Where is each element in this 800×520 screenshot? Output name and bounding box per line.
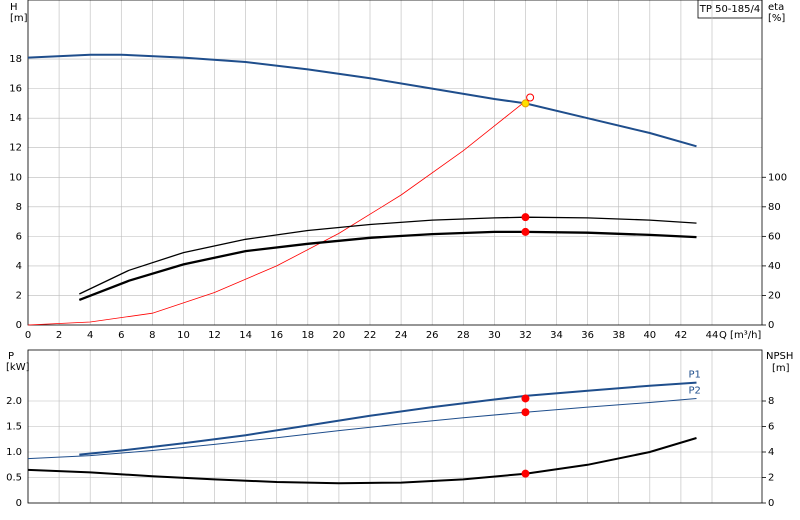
point-marker — [521, 408, 530, 417]
y2-tick-label: 60 — [768, 231, 781, 242]
y-tick-label: 18 — [9, 54, 22, 65]
plot-frame — [27, 349, 763, 504]
x-tick-label: 22 — [364, 330, 377, 341]
y-tick-label: 6 — [16, 231, 22, 242]
x-tick-label: 36 — [581, 330, 594, 341]
series-line — [78, 230, 697, 301]
y-tick-label: 0 — [16, 498, 22, 509]
x-tick-label: 24 — [395, 330, 408, 341]
y-label: H — [10, 2, 18, 13]
series-label: P1 — [688, 370, 700, 381]
y-tick-label: 0.5 — [6, 473, 22, 484]
x-label: Q [m³/h] — [719, 330, 761, 341]
y-tick-label: 14 — [9, 113, 22, 124]
x-tick-label: 0 — [25, 330, 31, 341]
y-tick-label: 2.0 — [6, 396, 22, 407]
x-tick-label: 8 — [149, 330, 155, 341]
series-line — [79, 381, 697, 456]
x-tick-label: 42 — [675, 330, 688, 341]
y2-unit: [m] — [772, 363, 790, 374]
point-marker — [521, 227, 530, 236]
x-tick-label: 10 — [177, 330, 190, 341]
y2-label: NPSH — [766, 351, 793, 362]
y-unit: [kW] — [6, 362, 30, 373]
x-tick-label: 20 — [333, 330, 346, 341]
point-marker — [526, 93, 535, 102]
y2-tick-label: 80 — [768, 202, 781, 213]
y2-tick-label: 20 — [768, 290, 781, 301]
y2-tick-label: 4 — [768, 447, 774, 458]
point-marker — [521, 469, 530, 478]
y2-unit: [%] — [768, 13, 785, 24]
y-tick-label: 2 — [16, 290, 22, 301]
x-tick-label: 28 — [457, 330, 470, 341]
x-tick-label: 12 — [208, 330, 221, 341]
y-tick-label: 16 — [9, 84, 22, 95]
y-tick-label: 8 — [16, 202, 22, 213]
y-tick-label: 1.5 — [6, 422, 22, 433]
y2-tick-label: 2 — [768, 473, 774, 484]
x-tick-label: 32 — [519, 330, 532, 341]
series-line — [27, 53, 697, 148]
x-tick-label: 38 — [612, 330, 625, 341]
series-line — [79, 216, 697, 295]
y2-tick-label: 6 — [768, 422, 774, 433]
y-unit: [m] — [10, 13, 28, 24]
y2-tick-label: 100 — [768, 172, 787, 183]
x-tick-label: 30 — [488, 330, 501, 341]
series-line — [27, 398, 697, 460]
y2-tick-label: 0 — [768, 498, 774, 509]
series-label: P2 — [688, 385, 700, 396]
x-tick-label: 26 — [426, 330, 439, 341]
y-tick-label: 4 — [16, 261, 22, 272]
point-marker — [521, 394, 530, 403]
point-marker — [521, 213, 530, 222]
y2-tick-label: 8 — [768, 396, 774, 407]
y-tick-label: 10 — [9, 172, 22, 183]
point-marker — [521, 99, 530, 108]
y2-tick-label: 40 — [768, 261, 781, 272]
chart-title: TP 50-185/4 — [699, 4, 760, 15]
x-tick-label: 18 — [301, 330, 314, 341]
y-tick-label: 0 — [16, 320, 22, 331]
y2-label: eta — [768, 2, 784, 13]
x-tick-label: 2 — [56, 330, 62, 341]
y-tick-label: 1.0 — [6, 447, 22, 458]
x-tick-label: 14 — [239, 330, 252, 341]
y-label: P — [8, 351, 14, 362]
y-tick-label: 12 — [9, 143, 22, 154]
x-tick-label: 40 — [643, 330, 656, 341]
y2-tick-label: 0 — [768, 320, 774, 331]
x-tick-label: 6 — [118, 330, 124, 341]
series-line — [27, 437, 697, 485]
x-tick-label: 34 — [550, 330, 563, 341]
x-tick-label: 16 — [270, 330, 283, 341]
plot-frame — [27, 0, 763, 326]
series-line — [27, 97, 531, 326]
x-tick-label: 44 — [706, 330, 719, 341]
x-tick-label: 4 — [87, 330, 93, 341]
